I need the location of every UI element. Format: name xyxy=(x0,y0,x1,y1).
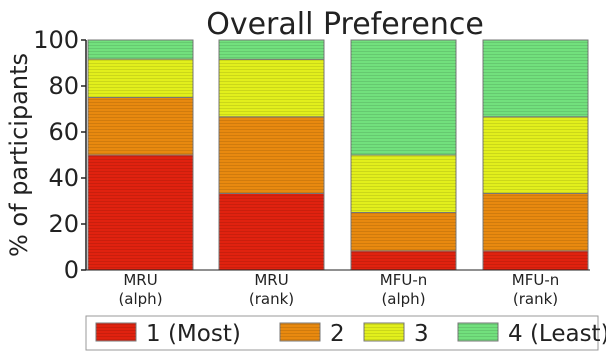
legend-swatch-texture xyxy=(96,323,136,341)
bar-segment-texture xyxy=(88,40,193,60)
y-tick-label: 40 xyxy=(48,164,79,192)
bar-segment-texture xyxy=(219,116,324,194)
x-tick-label: MFU-n xyxy=(380,271,427,289)
y-tick-label: 20 xyxy=(48,210,79,238)
bar-segment-texture xyxy=(88,97,193,155)
bar-segment xyxy=(218,39,325,60)
bar-segment-texture xyxy=(219,59,324,117)
bar-segment-texture xyxy=(219,193,324,270)
bar-segment xyxy=(218,192,325,271)
y-tick-label: 0 xyxy=(64,256,79,284)
legend-item: 3 xyxy=(363,321,429,347)
bar-segment-texture xyxy=(351,212,456,251)
bar-segment xyxy=(87,58,194,98)
y-tick-label: 100 xyxy=(33,26,79,54)
plot-area: MRU(alph)MRU(rank)MFU-n(alph)MFU-n(rank)… xyxy=(33,26,590,308)
x-tick-label: MFU-n xyxy=(512,271,559,289)
legend-swatch-texture xyxy=(280,323,320,341)
x-tick-label: (rank) xyxy=(513,290,558,308)
bar-segment-texture xyxy=(351,40,456,155)
bar-segment-texture xyxy=(219,40,324,60)
x-tick-label: (alph) xyxy=(381,290,425,308)
legend: 1 (Most) 2 3 4 (Least) xyxy=(85,315,606,351)
bar-segment xyxy=(350,212,457,252)
x-tick-label: (rank) xyxy=(249,290,294,308)
legend-item: 4 (Least) xyxy=(457,321,606,347)
bar-segment xyxy=(218,116,325,194)
bar-segment-texture xyxy=(88,155,193,270)
x-tick-label: MRU xyxy=(254,271,288,289)
bar-segment xyxy=(350,250,457,271)
bar-segment-texture xyxy=(483,193,588,251)
bar-segment-texture xyxy=(483,116,588,194)
bar-segment xyxy=(87,154,194,271)
legend-item: 2 xyxy=(279,321,345,347)
legend-item: 1 (Most) xyxy=(95,321,241,347)
bar-segment-texture xyxy=(483,40,588,117)
legend-swatch-texture xyxy=(364,323,404,341)
y-tick-label: 60 xyxy=(48,118,79,146)
bar-segment-texture xyxy=(351,250,456,270)
legend-label: 1 (Most) xyxy=(146,321,241,347)
bar-segment-texture xyxy=(483,250,588,270)
y-axis-label: % of participants xyxy=(5,53,33,257)
bar-segment xyxy=(482,39,589,118)
bar-segment xyxy=(350,39,457,156)
bar-segment xyxy=(482,116,589,194)
bar-segment-texture xyxy=(351,155,456,213)
y-tick-label: 80 xyxy=(48,72,79,100)
bar-segment xyxy=(350,154,457,213)
bar-segment xyxy=(87,97,194,156)
legend-frame xyxy=(85,315,599,351)
legend-label: 2 xyxy=(330,321,345,347)
legend-label: 3 xyxy=(414,321,429,347)
bar-segment xyxy=(482,250,589,271)
x-tick-label: (alph) xyxy=(118,290,162,308)
legend-label: 4 (Least) xyxy=(508,321,606,347)
x-tick-label: MRU xyxy=(123,271,157,289)
bar-segment xyxy=(482,192,589,252)
chart-title: Overall Preference xyxy=(206,7,484,42)
bar-segment xyxy=(87,39,194,60)
bar-segment-texture xyxy=(88,59,193,98)
bar-segment xyxy=(218,58,325,118)
legend-swatch-texture xyxy=(458,323,498,341)
